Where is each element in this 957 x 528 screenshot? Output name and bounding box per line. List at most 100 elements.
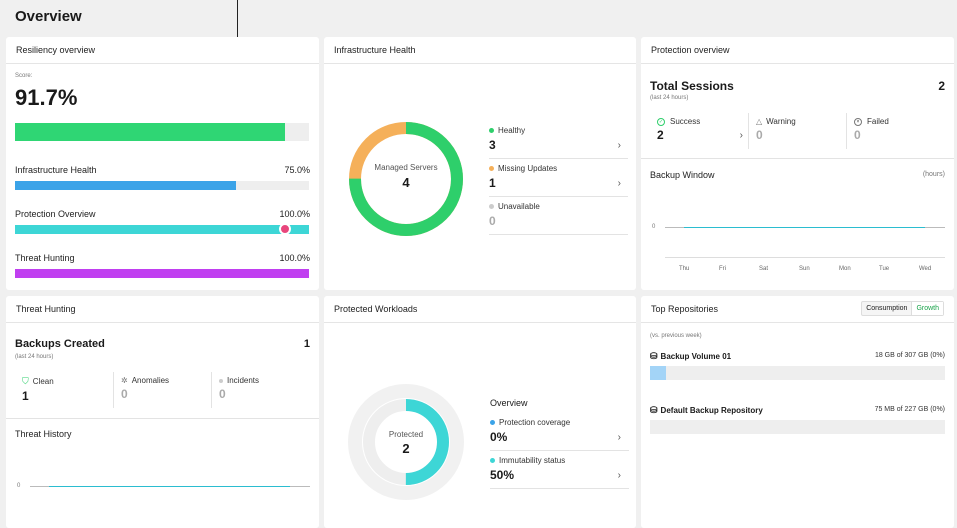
chevron-right-icon: › (739, 130, 743, 141)
protection-title: Protection overview (641, 37, 954, 64)
chevron-right-icon: › (617, 432, 621, 443)
infra-title: Infrastructure Health (324, 37, 636, 64)
repo-1-usage: 18 GB of 307 GB (0%) (874, 352, 945, 359)
x-axis-day-label: Sat (759, 266, 769, 272)
chevron-right-icon: › (617, 470, 621, 481)
stat-failed: × Failed 0 (854, 117, 934, 142)
divider (113, 372, 114, 408)
overview-label: Overview (490, 398, 528, 408)
divider (641, 158, 954, 159)
metric-label-infra: Infrastructure Health (15, 165, 97, 175)
x-circle-icon: × (854, 117, 862, 126)
backup-window-series-line (684, 227, 925, 228)
workloads-donut (348, 384, 464, 500)
resiliency-title: Resiliency overview (6, 37, 319, 64)
threat-y-axis-zero: 0 (17, 483, 21, 489)
unavailable-value: 0 (489, 214, 496, 228)
coverage-label: Protection coverage (499, 418, 571, 427)
anomalies-value: 0 (121, 387, 128, 401)
success-label: Success (670, 117, 701, 126)
threat-title: Threat Hunting (6, 296, 319, 323)
repo-1-bar (650, 366, 945, 380)
divider (6, 418, 319, 419)
metric-bar-fill-infra (15, 181, 236, 190)
toggle-consumption[interactable]: Consumption (866, 305, 908, 312)
chevron-right-icon: › (617, 140, 621, 151)
workloads-donut-value: 2 (402, 441, 410, 456)
x-axis-day-label: Sun (799, 266, 810, 272)
donut-segment-healthy (349, 122, 463, 236)
repo-2-name[interactable]: ⛁ Default Backup Repository (650, 405, 763, 416)
workloads-title: Protected Workloads (324, 296, 636, 323)
stat-anomalies: ✲ Anomalies 0 (121, 376, 201, 401)
threat-card: Threat Hunting Backups Created 1 (last 2… (6, 296, 319, 528)
incidents-label: Incidents (227, 376, 260, 385)
divider (489, 158, 628, 159)
metric-label-protection: Protection Overview (15, 209, 96, 219)
dot-icon (219, 378, 223, 383)
repos-sub: (vs. previous week) (650, 333, 702, 339)
slider-handle[interactable] (279, 223, 291, 235)
divider (490, 488, 629, 489)
infra-row-healthy[interactable]: Healthy 3 › (489, 126, 629, 158)
missing-label: Missing Updates (498, 164, 558, 173)
shield-check-icon: ⛉ (22, 376, 29, 386)
x-axis-day-label: Wed (919, 266, 932, 272)
chevron-right-icon: › (617, 178, 621, 189)
infra-donut-value: 4 (402, 175, 410, 190)
y-axis-zero: 0 (652, 224, 656, 230)
workloads-row-coverage[interactable]: Protection coverage 0% › (490, 418, 630, 450)
backups-sub: (last 24 hours) (15, 354, 54, 360)
repo-1-bar-fill (650, 366, 667, 380)
healthy-label: Healthy (498, 126, 526, 135)
coverage-value: 0% (490, 430, 508, 444)
stat-warning: △ Warning 0 (756, 117, 836, 142)
infra-row-missing[interactable]: Missing Updates 1 › (489, 164, 629, 196)
sessions-label: Total Sessions (650, 79, 734, 93)
infra-donut-label: Managed Servers (374, 163, 438, 172)
divider (490, 450, 629, 451)
warning-value: 0 (756, 128, 763, 142)
backup-window-unit: (hours) (922, 171, 945, 178)
metric-value-threat: 100.0% (279, 253, 310, 263)
metric-bar-protection (15, 225, 309, 234)
database-icon: ⛁ (650, 351, 658, 361)
failed-value: 0 (854, 128, 861, 142)
sessions-value: 2 (938, 79, 945, 93)
toggle-growth[interactable]: Growth (911, 302, 943, 315)
infra-row-unavailable: Unavailable 0 (489, 202, 629, 234)
repo-2-label: Default Backup Repository (660, 406, 763, 415)
success-value: 2 (657, 128, 664, 142)
divider (748, 113, 749, 149)
stat-success[interactable]: ✓ Success 2 › (657, 117, 743, 147)
metric-value-infra: 75.0% (284, 165, 310, 175)
failed-label: Failed (867, 117, 889, 126)
check-circle-icon: ✓ (657, 117, 665, 126)
repos-title: Top Repositories (641, 296, 954, 323)
protection-card: Protection overview Total Sessions 2 (la… (641, 37, 954, 290)
stat-clean: ⛉ Clean 1 (22, 376, 108, 403)
backups-label: Backups Created (15, 338, 105, 350)
divider (489, 196, 628, 197)
threat-history-label: Threat History (15, 429, 72, 439)
database-icon: ⛁ (650, 405, 658, 415)
anomalies-label: Anomalies (131, 376, 170, 385)
donut-outer-track (348, 384, 464, 500)
repo-1-name[interactable]: ⛁ Backup Volume 01 (650, 351, 731, 362)
page-title: Overview (15, 8, 82, 25)
healthy-value: 3 (489, 138, 496, 152)
metric-value-protection: 100.0% (279, 209, 310, 219)
threat-history-series-line (49, 486, 290, 487)
incidents-value: 0 (219, 387, 226, 401)
workloads-row-immutability[interactable]: Immutability status 50% › (490, 456, 630, 488)
infra-card: Infrastructure Health Managed Servers 4 … (324, 37, 636, 290)
donut-segment-immutable (363, 399, 449, 485)
immutability-dot (490, 458, 495, 464)
warning-icon: △ (756, 117, 763, 126)
divider (489, 234, 628, 235)
divider (211, 372, 212, 408)
healthy-dot (489, 128, 494, 134)
x-axis-day-label: Tue (879, 266, 890, 272)
metric-bar-threat (15, 269, 309, 278)
coverage-dot (490, 420, 495, 426)
